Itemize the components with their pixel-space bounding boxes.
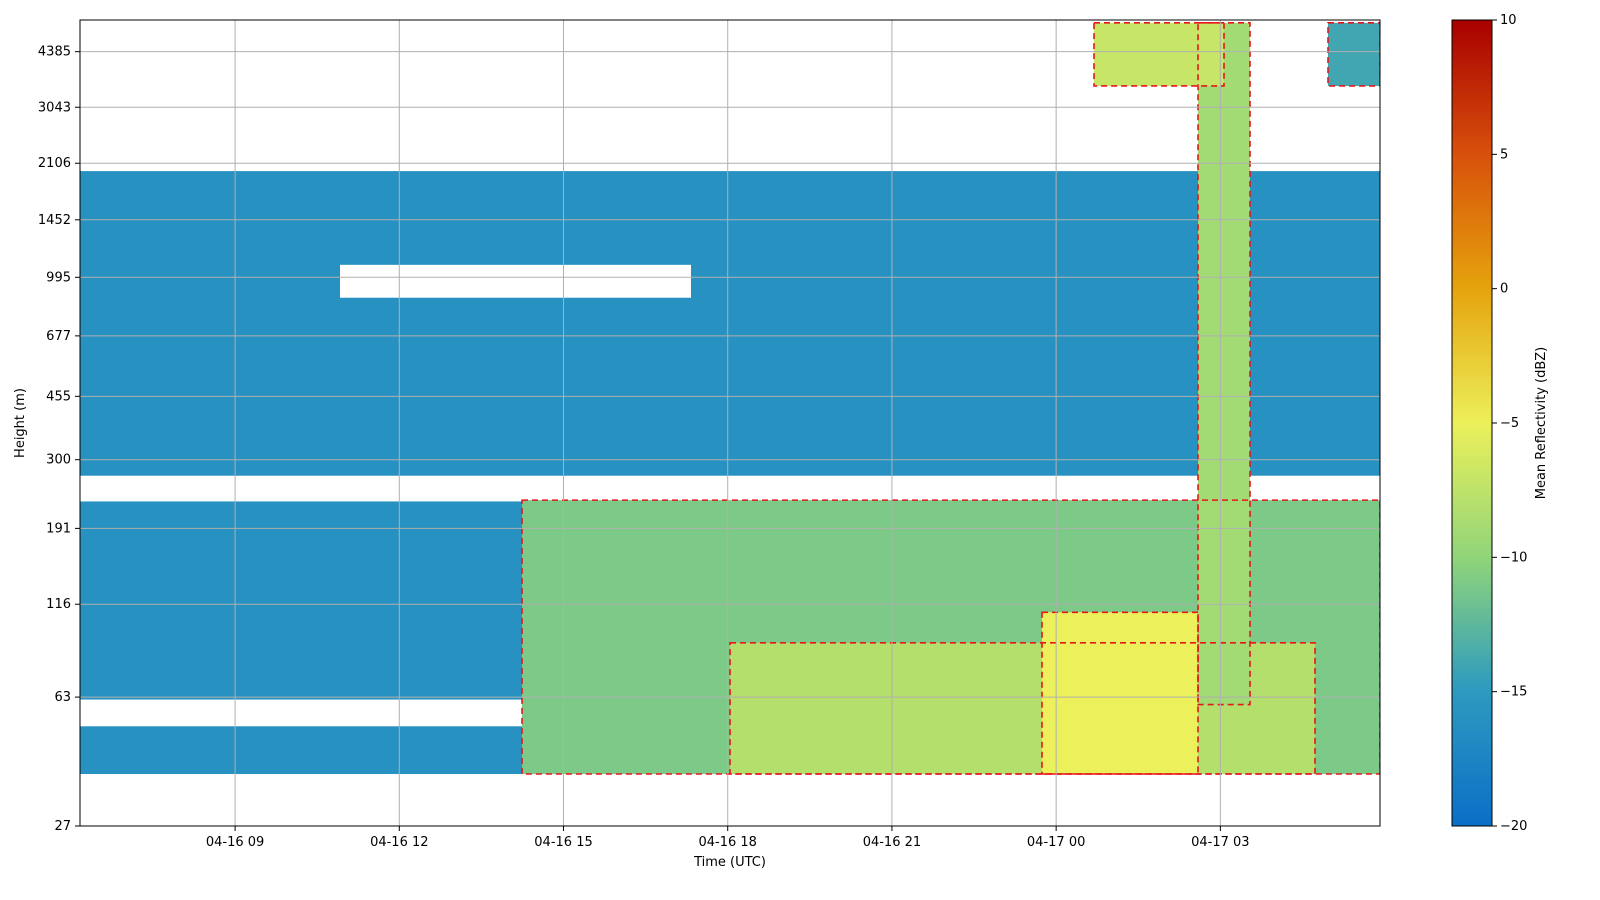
- y-tick-label: 1452: [38, 213, 71, 228]
- x-axis-label: Time (UTC): [693, 855, 766, 870]
- y-tick-label: 4385: [38, 45, 71, 60]
- y-axis-ticks: 27 63 116 191 300 455 677 995 1452 2106 3043 4385: [38, 45, 80, 834]
- heat-region: [80, 475, 1380, 502]
- colorbar-tick-label: 5: [1500, 147, 1508, 162]
- y-tick-label: 191: [46, 521, 71, 536]
- heat-region: [1198, 22, 1250, 705]
- colorbar-tick-label: −5: [1500, 416, 1519, 431]
- contour-layer: [521, 22, 1380, 775]
- y-tick-label: 63: [54, 690, 71, 705]
- y-tick-label: 116: [46, 597, 71, 612]
- plot-frame: [79, 19, 1381, 827]
- contour-line: [1041, 611, 1199, 775]
- colorbar: [1451, 19, 1493, 827]
- contour-line: [729, 642, 1316, 775]
- colorbar-tick-label: 0: [1500, 282, 1508, 297]
- colorbar-tick-label: −10: [1500, 550, 1527, 565]
- heat-region: [80, 699, 522, 727]
- colorbar-tick-label: −15: [1500, 685, 1527, 700]
- colorbar-tick-label: 10: [1500, 13, 1517, 28]
- heat-region: [1042, 612, 1198, 775]
- y-tick-label: 3043: [38, 100, 71, 115]
- x-tick-label: 04-16 21: [863, 835, 921, 850]
- y-tick-label: 455: [46, 389, 71, 404]
- y-tick-label: 677: [46, 329, 71, 344]
- colorbar-tick-label: −20: [1500, 819, 1527, 834]
- x-tick-label: 04-16 15: [534, 835, 592, 850]
- heat-region: [340, 264, 691, 298]
- y-tick-label: 2106: [38, 156, 71, 171]
- contour-line: [1093, 22, 1225, 87]
- x-tick-label: 04-16 12: [370, 835, 428, 850]
- y-tick-label: 27: [54, 819, 71, 834]
- heat-region: [1328, 22, 1380, 86]
- x-tick-label: 04-16 09: [206, 835, 264, 850]
- x-tick-label: 04-16 18: [698, 835, 756, 850]
- heat-region: [1094, 22, 1224, 86]
- y-axis-label: Height (m): [13, 388, 28, 458]
- heatmap-layer: [80, 22, 1380, 775]
- colorbar-ticks: −20 −15 −10 −5 0 5 10: [1492, 13, 1527, 834]
- y-tick-label: 300: [46, 453, 71, 468]
- x-axis-ticks: 04-16 09 04-16 12 04-16 15 04-16 18 04-16 21…: [206, 826, 1250, 850]
- x-tick-label: 04-17 03: [1191, 835, 1249, 850]
- y-tick-label: 995: [46, 270, 71, 285]
- contour-line: [1327, 22, 1380, 87]
- colorbar-label: Mean Reflectivity (dBZ): [1534, 347, 1549, 500]
- x-tick-label: 04-17 00: [1027, 835, 1085, 850]
